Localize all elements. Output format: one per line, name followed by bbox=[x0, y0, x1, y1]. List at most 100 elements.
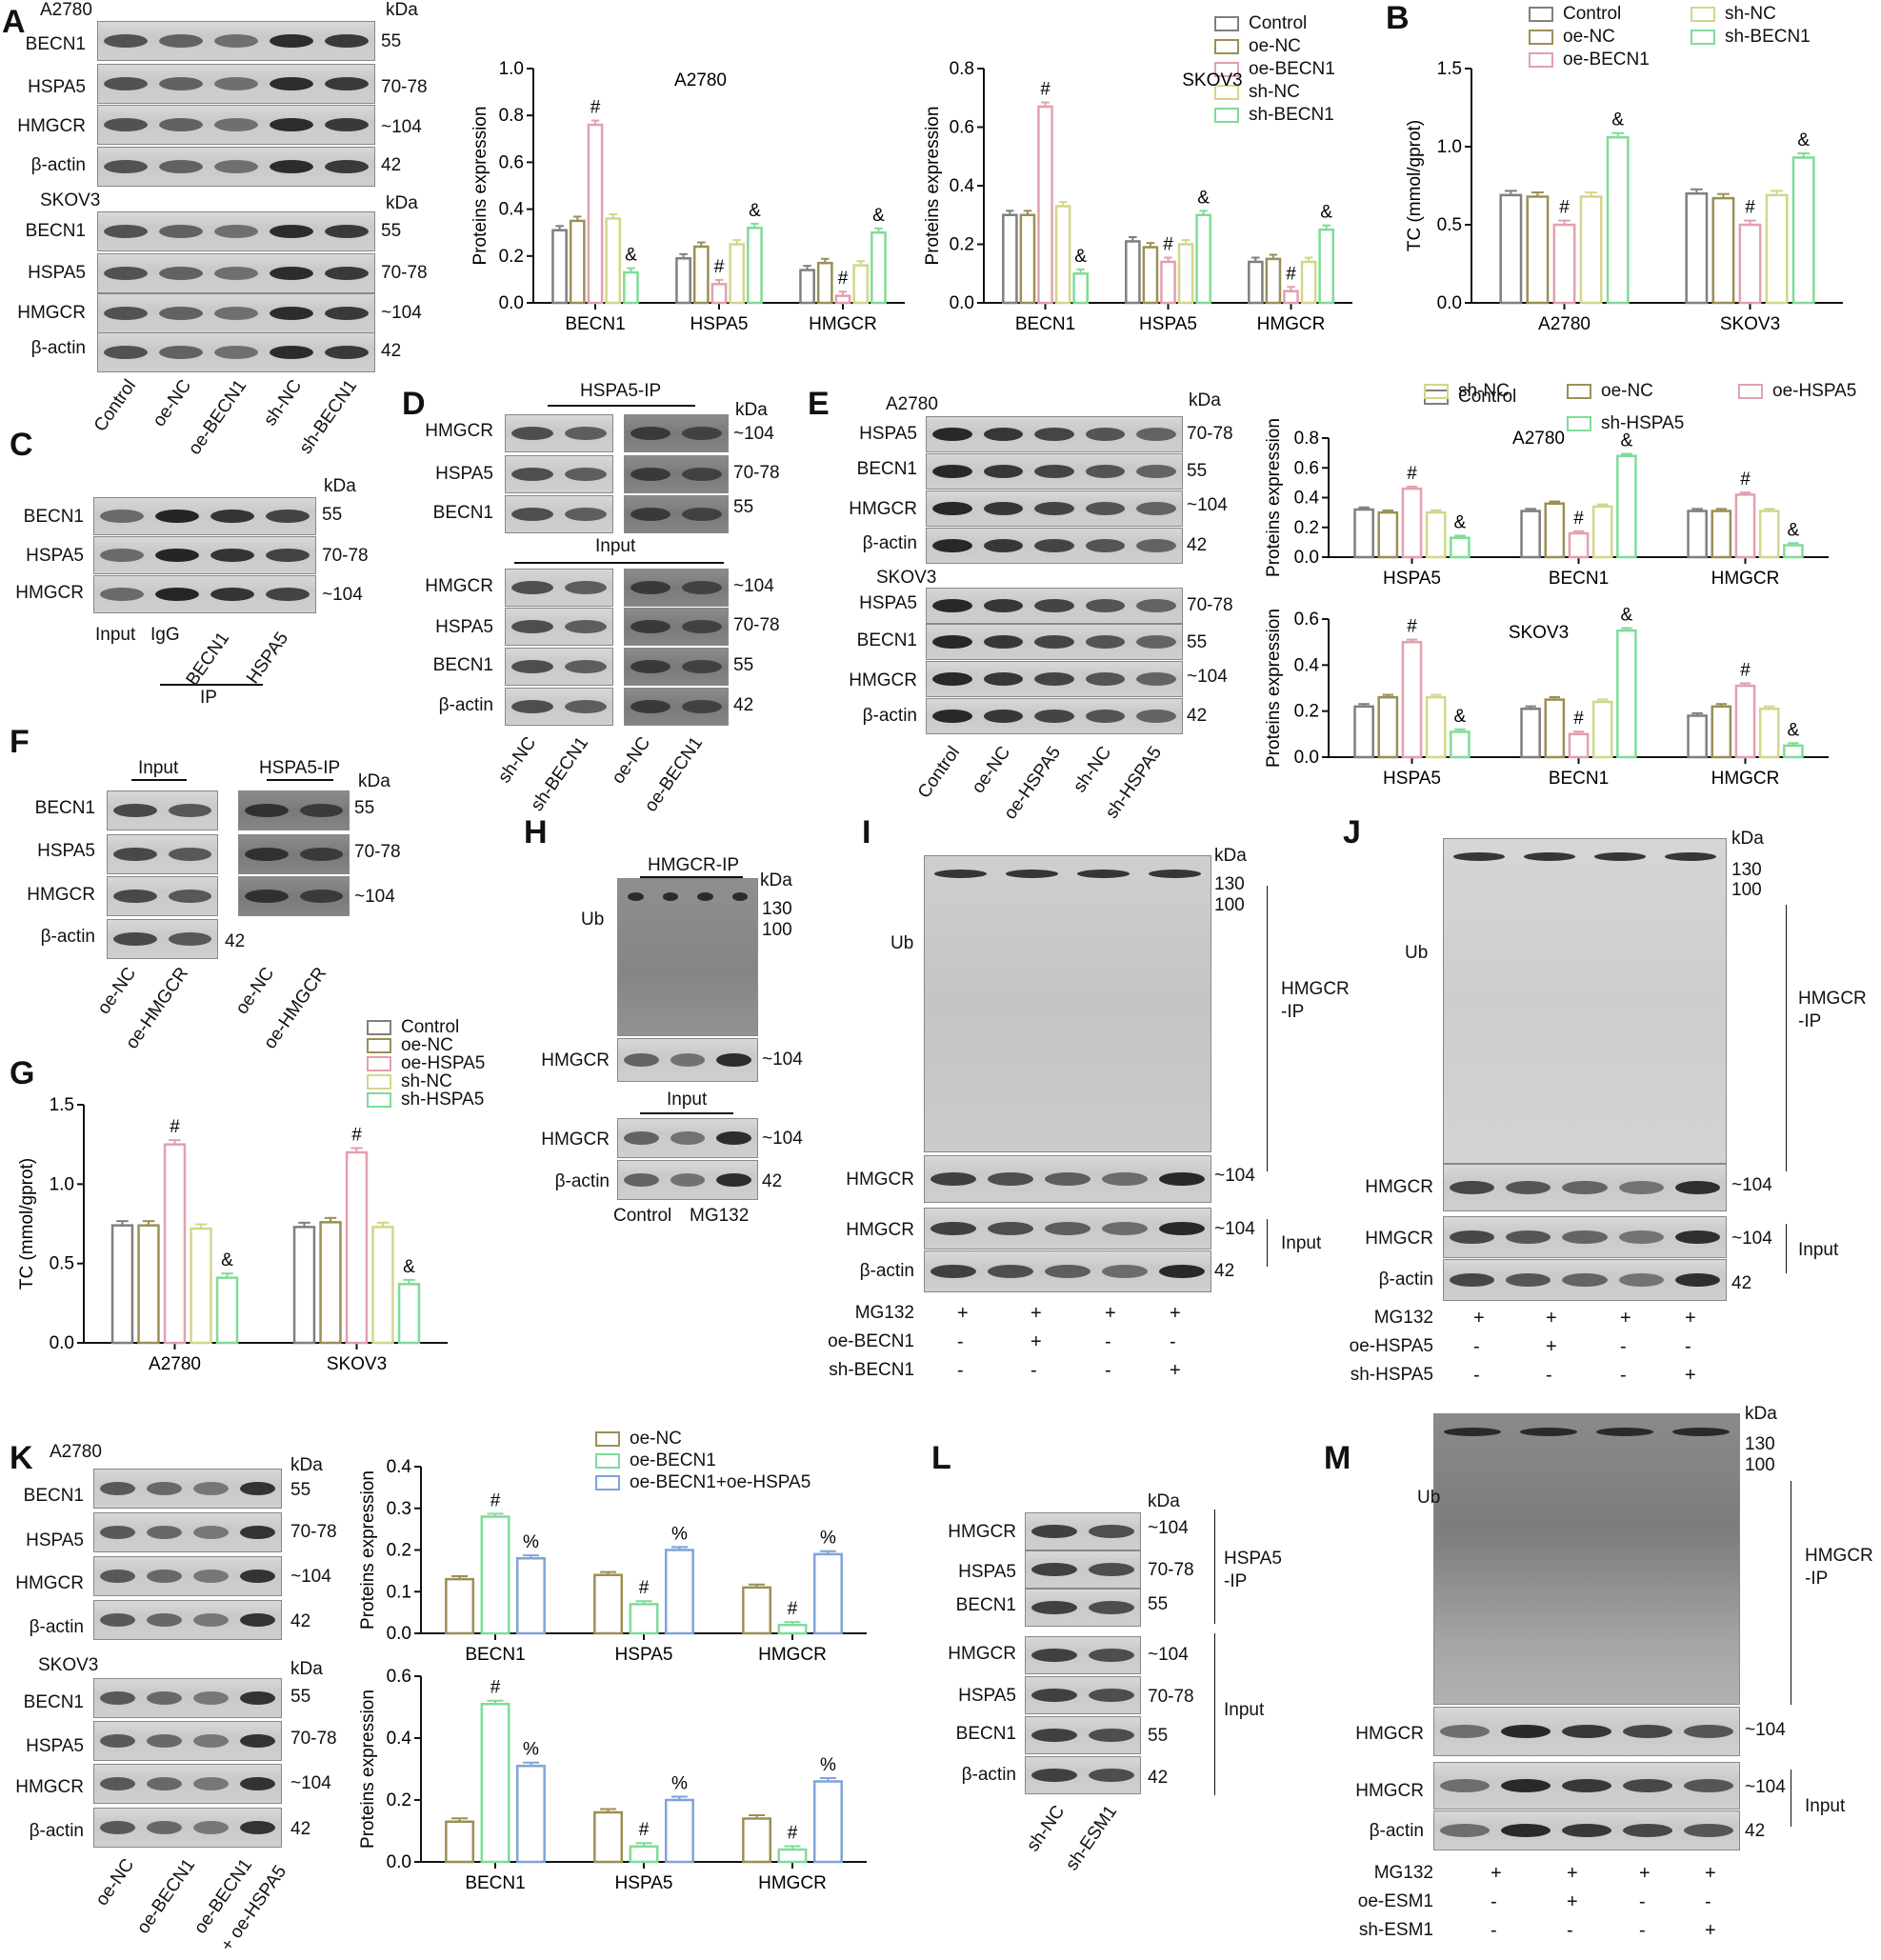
mw-label: 55 bbox=[290, 1480, 311, 1500]
ub-label: Ub bbox=[581, 910, 605, 930]
mw-label: 70-78 bbox=[1148, 1687, 1194, 1707]
blot-band bbox=[1089, 1563, 1134, 1576]
mw-label: 70-78 bbox=[322, 546, 369, 566]
blot-band bbox=[1085, 599, 1126, 612]
blot-band bbox=[1136, 599, 1176, 612]
ip-bracket bbox=[267, 779, 333, 781]
y-axis-label: Proteins expression bbox=[358, 1690, 378, 1849]
y-tick-label: 1.5 bbox=[1437, 59, 1462, 79]
blot-band bbox=[630, 620, 670, 633]
x-tick-label: HSPA5 bbox=[1383, 769, 1441, 789]
blot-band bbox=[270, 307, 313, 320]
y-tick-label: 0.1 bbox=[387, 1582, 411, 1602]
blot-band bbox=[1623, 1779, 1672, 1792]
treatment-label: oe-BECN1 bbox=[828, 1331, 914, 1351]
row-label: HSPA5 bbox=[958, 1686, 1016, 1706]
bar bbox=[664, 1798, 694, 1864]
blot-strip bbox=[1025, 1512, 1141, 1550]
legend-label: oe-BECN1 bbox=[630, 1450, 716, 1470]
legend-item: oe-NC bbox=[595, 1429, 682, 1450]
bar bbox=[692, 245, 710, 305]
mw-label: 42 bbox=[1731, 1273, 1752, 1293]
legend-label: sh-NC bbox=[1249, 82, 1300, 102]
blot-band bbox=[1562, 1273, 1608, 1287]
lane-label: MG132 bbox=[690, 1206, 750, 1226]
bar bbox=[569, 219, 586, 305]
panel-label-g: G bbox=[10, 1055, 35, 1091]
significance-mark: & bbox=[1797, 130, 1810, 150]
blot-band bbox=[214, 225, 258, 238]
blot-strip bbox=[505, 648, 613, 686]
significance-mark: & bbox=[1197, 188, 1210, 208]
bar bbox=[1401, 640, 1423, 759]
legend-item: oe-BECN1 bbox=[595, 1450, 716, 1471]
blot-band bbox=[983, 635, 1024, 649]
legend-swatch bbox=[1214, 107, 1239, 123]
bar bbox=[1544, 502, 1566, 559]
legend-swatch bbox=[1691, 29, 1715, 45]
mw-label: ~104 bbox=[1187, 495, 1228, 515]
row-label: HMGCR bbox=[541, 1130, 610, 1150]
x-tick-label: BECN1 bbox=[465, 1645, 525, 1665]
blot-band bbox=[100, 1821, 135, 1834]
blot-band bbox=[168, 932, 211, 946]
bar bbox=[1002, 213, 1018, 305]
significance-mark: # bbox=[170, 1117, 180, 1137]
bar bbox=[1552, 223, 1576, 305]
mw-label: 42 bbox=[290, 1819, 311, 1839]
blot-band bbox=[159, 160, 203, 173]
ip-label: HMGCR bbox=[1805, 1546, 1873, 1566]
blot-band bbox=[1665, 852, 1716, 861]
blot-band bbox=[624, 1053, 659, 1067]
bar bbox=[190, 1227, 212, 1345]
blot-ubiquitin bbox=[924, 855, 1211, 1152]
row-label: β-actin bbox=[862, 533, 917, 553]
blot-strip bbox=[97, 253, 375, 293]
blot-strip bbox=[624, 648, 729, 686]
blot-band bbox=[1562, 1725, 1611, 1738]
bar bbox=[675, 257, 691, 305]
treatment-sign: + bbox=[1567, 1891, 1578, 1912]
blot-strip bbox=[617, 1038, 758, 1082]
blot-band bbox=[240, 1570, 275, 1583]
x-tick-label: BECN1 bbox=[1015, 314, 1075, 334]
blot-band bbox=[270, 34, 313, 48]
mw-label: 55 bbox=[322, 505, 343, 525]
x-tick-label: SKOV3 bbox=[1720, 314, 1780, 334]
row-label: β-actin bbox=[438, 695, 493, 715]
blot-band bbox=[988, 1172, 1033, 1186]
blot-strip bbox=[107, 876, 218, 916]
x-tick-label: HMGCR bbox=[809, 314, 877, 334]
legend-swatch bbox=[367, 1019, 391, 1035]
blot-strip bbox=[93, 1512, 282, 1552]
x-tick-label: HSPA5 bbox=[1139, 314, 1197, 334]
legend-item: oe-BECN1 bbox=[1529, 50, 1650, 70]
significance-mark: & bbox=[403, 1257, 415, 1277]
blot-band bbox=[100, 1691, 135, 1705]
treatment-sign: - bbox=[1105, 1331, 1111, 1352]
blot-band bbox=[159, 77, 203, 90]
ip-label: HSPA5-IP bbox=[580, 381, 662, 401]
blot-band bbox=[1594, 852, 1646, 861]
mw-label: 130 bbox=[762, 899, 792, 919]
blot-band bbox=[932, 428, 972, 441]
blot-band bbox=[104, 118, 148, 131]
y-tick-label: 0.6 bbox=[499, 152, 524, 172]
bar bbox=[480, 1703, 510, 1864]
blot-band bbox=[159, 307, 203, 320]
chart-title: SKOV3 bbox=[1182, 70, 1242, 90]
blot-band bbox=[168, 804, 211, 817]
blot-band bbox=[932, 635, 972, 649]
blot-band bbox=[1102, 1265, 1148, 1278]
blot-band bbox=[155, 510, 199, 523]
blot-strip bbox=[93, 575, 316, 613]
blot-band bbox=[1159, 1172, 1205, 1186]
legend-swatch bbox=[1691, 6, 1715, 22]
bar bbox=[1734, 684, 1756, 759]
legend-swatch bbox=[595, 1452, 620, 1469]
treatment-sign: + bbox=[1685, 1308, 1696, 1329]
y-axis-label: Proteins expression bbox=[1264, 609, 1284, 768]
bar bbox=[1758, 510, 1780, 559]
blot-strip bbox=[97, 332, 375, 372]
blot-band bbox=[1089, 1689, 1134, 1702]
